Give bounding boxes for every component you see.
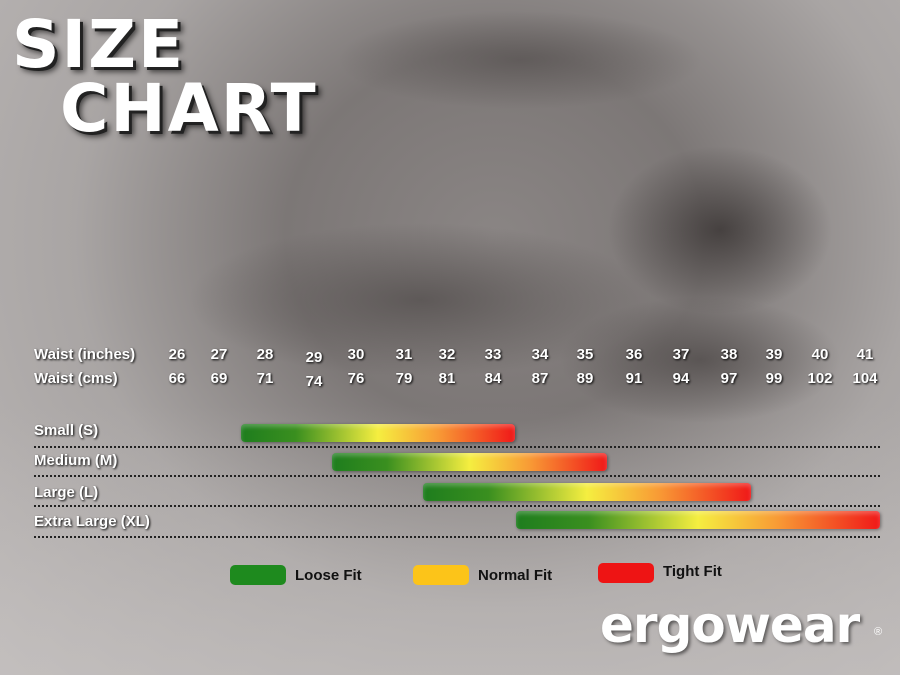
legend-swatch-3 bbox=[598, 563, 654, 583]
row-label: Waist (inches) bbox=[34, 346, 136, 363]
waist-value: 29 bbox=[305, 349, 323, 366]
waist-value: 71 bbox=[256, 370, 274, 387]
waist-value: 87 bbox=[531, 370, 549, 387]
waist-value: 79 bbox=[395, 370, 413, 387]
legend-label: Tight Fit bbox=[663, 563, 722, 580]
legend-swatch-2 bbox=[413, 565, 469, 585]
size-range-bar bbox=[241, 424, 515, 442]
waist-value: 34 bbox=[531, 346, 549, 363]
size-label: Medium (M) bbox=[34, 452, 118, 469]
ergowear-logo: ergowear bbox=[600, 596, 860, 654]
waist-value: 39 bbox=[765, 346, 783, 363]
size-range-bar bbox=[516, 511, 880, 529]
waist-value: 99 bbox=[765, 370, 783, 387]
waist-value: 37 bbox=[672, 346, 690, 363]
size-range-bar bbox=[423, 483, 751, 501]
waist-value: 97 bbox=[720, 370, 738, 387]
waist-value: 89 bbox=[576, 370, 594, 387]
waist-value: 84 bbox=[484, 370, 502, 387]
waist-value: 91 bbox=[625, 370, 643, 387]
registered-mark: ® bbox=[874, 626, 883, 638]
row-divider bbox=[34, 536, 880, 538]
waist-value: 35 bbox=[576, 346, 594, 363]
waist-value: 32 bbox=[438, 346, 456, 363]
row-label: Waist (cms) bbox=[34, 370, 118, 387]
waist-value: 74 bbox=[305, 373, 323, 390]
waist-value: 28 bbox=[256, 346, 274, 363]
waist-value: 38 bbox=[720, 346, 738, 363]
waist-value: 104 bbox=[852, 370, 878, 387]
legend-label: Loose Fit bbox=[295, 567, 362, 584]
legend-swatch-1 bbox=[230, 565, 286, 585]
waist-value: 26 bbox=[168, 346, 186, 363]
waist-value: 31 bbox=[395, 346, 413, 363]
waist-value: 94 bbox=[672, 370, 690, 387]
row-divider bbox=[34, 475, 880, 477]
waist-value: 76 bbox=[347, 370, 365, 387]
size-label: Large (L) bbox=[34, 484, 99, 501]
row-divider bbox=[34, 446, 880, 448]
title-line2: CHART bbox=[60, 70, 318, 147]
waist-value: 36 bbox=[625, 346, 643, 363]
waist-value: 33 bbox=[484, 346, 502, 363]
waist-value: 102 bbox=[807, 370, 833, 387]
waist-value: 66 bbox=[168, 370, 186, 387]
waist-value: 81 bbox=[438, 370, 456, 387]
row-divider bbox=[34, 505, 880, 507]
size-label: Extra Large (XL) bbox=[34, 513, 150, 530]
waist-value: 30 bbox=[347, 346, 365, 363]
waist-value: 27 bbox=[210, 346, 228, 363]
title-line1: SIZE bbox=[12, 6, 186, 83]
waist-value: 40 bbox=[811, 346, 829, 363]
legend-label: Normal Fit bbox=[478, 567, 553, 584]
size-range-bar bbox=[332, 453, 607, 471]
waist-value: 69 bbox=[210, 370, 228, 387]
waist-value: 41 bbox=[856, 346, 874, 363]
size-label: Small (S) bbox=[34, 422, 99, 439]
